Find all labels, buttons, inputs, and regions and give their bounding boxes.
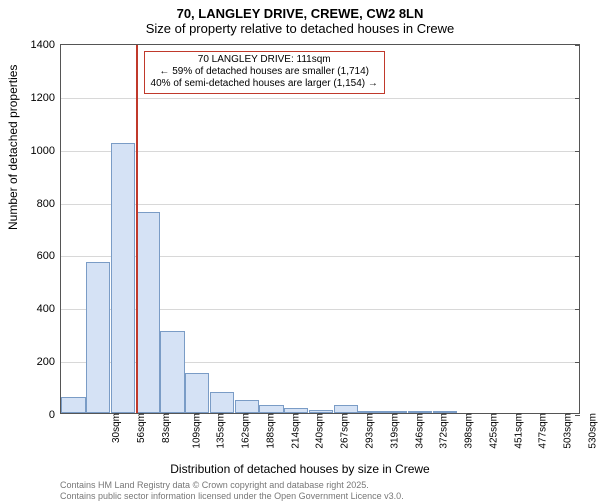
x-tick-label: 319sqm — [385, 413, 400, 449]
annotation-line: ← 59% of detached houses are smaller (1,… — [151, 66, 378, 78]
x-tick-label: 477sqm — [534, 413, 549, 449]
histogram-bar — [111, 143, 135, 413]
credit-line-2: Contains public sector information licen… — [60, 491, 404, 502]
y-tick-label: 400 — [37, 303, 61, 315]
histogram-bar — [284, 408, 308, 413]
credits: Contains HM Land Registry data © Crown c… — [60, 480, 404, 502]
plot-wrap: 020040060080010001200140030sqm56sqm83sqm… — [60, 44, 580, 414]
histogram-bar — [61, 397, 85, 413]
y-tick-label: 0 — [49, 409, 61, 421]
y-axis-label: Number of detached properties — [6, 65, 20, 230]
gridline — [61, 98, 579, 99]
chart-container: 70, LANGLEY DRIVE, CREWE, CW2 8LN Size o… — [0, 0, 600, 500]
x-tick-label: 267sqm — [336, 413, 351, 449]
x-tick-label: 162sqm — [237, 413, 252, 449]
x-tick-label: 214sqm — [286, 413, 301, 449]
y-tick-label: 800 — [37, 198, 61, 210]
x-tick-label: 30sqm — [107, 413, 122, 443]
x-tick-label: 135sqm — [212, 413, 227, 449]
annotation-line: 40% of semi-detached houses are larger (… — [151, 78, 378, 90]
x-tick-label: 56sqm — [132, 413, 147, 443]
x-axis-label: Distribution of detached houses by size … — [0, 462, 600, 476]
histogram-bar — [408, 411, 432, 413]
y-tick-label: 1200 — [31, 92, 61, 104]
histogram-bar — [358, 411, 382, 413]
annotation-line: 70 LANGLEY DRIVE: 111sqm — [151, 54, 378, 66]
histogram-bar — [136, 212, 160, 413]
credit-line-1: Contains HM Land Registry data © Crown c… — [60, 480, 404, 491]
y-tick-label: 1000 — [31, 145, 61, 157]
x-tick-label: 240sqm — [311, 413, 326, 449]
y-tick-mark — [575, 204, 580, 205]
x-tick-label: 372sqm — [435, 413, 450, 449]
plot-area: 020040060080010001200140030sqm56sqm83sqm… — [60, 44, 580, 414]
y-tick-mark — [575, 151, 580, 152]
marker-line — [136, 45, 138, 413]
annotation-box: 70 LANGLEY DRIVE: 111sqm← 59% of detache… — [144, 51, 385, 94]
gridline — [61, 151, 579, 152]
y-tick-mark — [575, 98, 580, 99]
x-tick-label: 503sqm — [559, 413, 574, 449]
histogram-bar — [235, 400, 259, 413]
title-main: 70, LANGLEY DRIVE, CREWE, CW2 8LN — [0, 6, 600, 21]
x-tick-label: 188sqm — [262, 413, 277, 449]
x-tick-label: 293sqm — [361, 413, 376, 449]
histogram-bar — [433, 411, 457, 413]
histogram-bar — [86, 262, 110, 413]
y-tick-label: 600 — [37, 250, 61, 262]
x-tick-label: 451sqm — [509, 413, 524, 449]
y-tick-mark — [575, 45, 580, 46]
histogram-bar — [210, 392, 234, 413]
histogram-bar — [334, 405, 358, 413]
histogram-bar — [383, 411, 407, 413]
histogram-bar — [309, 410, 333, 413]
x-tick-label: 425sqm — [484, 413, 499, 449]
y-tick-mark — [575, 309, 580, 310]
title-sub: Size of property relative to detached ho… — [0, 21, 600, 36]
title-block: 70, LANGLEY DRIVE, CREWE, CW2 8LN Size o… — [0, 0, 600, 36]
gridline — [61, 204, 579, 205]
histogram-bar — [259, 405, 283, 413]
x-tick-label: 530sqm — [583, 413, 598, 449]
y-tick-mark — [575, 256, 580, 257]
y-tick-mark — [575, 415, 580, 416]
y-tick-mark — [575, 362, 580, 363]
x-tick-label: 109sqm — [187, 413, 202, 449]
x-tick-label: 83sqm — [157, 413, 172, 443]
x-tick-label: 398sqm — [460, 413, 475, 449]
x-tick-label: 346sqm — [410, 413, 425, 449]
y-tick-label: 200 — [37, 356, 61, 368]
histogram-bar — [160, 331, 184, 413]
y-tick-label: 1400 — [31, 39, 61, 51]
histogram-bar — [185, 373, 209, 413]
